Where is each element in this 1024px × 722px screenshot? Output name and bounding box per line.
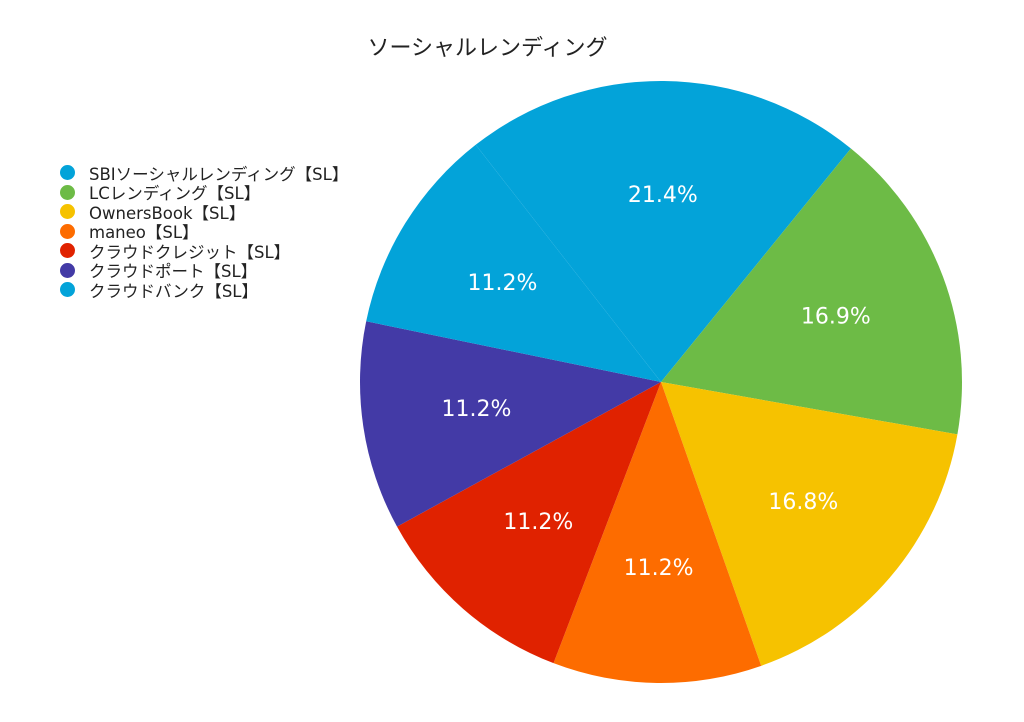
legend-item: クラウドクレジット【SL】 bbox=[60, 241, 348, 262]
slice-value-label: 11.2% bbox=[503, 510, 573, 535]
legend-label: LCレンディング【SL】 bbox=[89, 184, 261, 204]
legend-swatch bbox=[60, 282, 75, 298]
pie-slice bbox=[366, 144, 661, 382]
legend-swatch bbox=[60, 243, 75, 259]
legend-swatch bbox=[60, 223, 75, 239]
slice-value-label: 16.8% bbox=[768, 490, 838, 515]
pie-slice bbox=[475, 81, 851, 382]
slice-value-label: 21.4% bbox=[628, 183, 698, 208]
pie-slice bbox=[553, 382, 762, 683]
slice-value-label: 11.2% bbox=[624, 556, 694, 581]
legend-swatch bbox=[60, 184, 75, 200]
legend-label: SBIソーシャルレンディング【SL】 bbox=[89, 164, 349, 184]
pie-slice bbox=[661, 382, 958, 666]
legend-label: クラウドバンク【SL】 bbox=[89, 281, 258, 301]
chart-title: ソーシャルレンディング bbox=[367, 36, 608, 61]
legend-item: OwnersBook【SL】 bbox=[60, 202, 348, 223]
slice-value-label: 11.2% bbox=[442, 397, 512, 422]
slice-value-label: 16.9% bbox=[801, 304, 871, 329]
legend: SBIソーシャルレンディング【SL】 LCレンディング【SL】 OwnersBook… bbox=[60, 163, 349, 301]
pie-slice bbox=[661, 148, 962, 435]
legend-item: クラウドバンク【SL】 bbox=[60, 280, 348, 301]
pie-slice bbox=[397, 382, 661, 664]
pie-slice bbox=[359, 321, 661, 527]
legend-swatch bbox=[60, 165, 75, 181]
legend-item: LCレンディング【SL】 bbox=[60, 183, 348, 203]
legend-item: maneo【SL】 bbox=[60, 222, 348, 242]
legend-label: クラウドクレジット【SL】 bbox=[89, 242, 291, 262]
legend-swatch bbox=[60, 204, 75, 220]
legend-item: クラウドポート【SL】 bbox=[60, 261, 348, 281]
legend-item: SBIソーシャルレンディング【SL】 bbox=[60, 163, 349, 184]
legend-swatch bbox=[60, 262, 75, 278]
legend-label: maneo【SL】 bbox=[89, 223, 199, 243]
legend-label: OwnersBook【SL】 bbox=[89, 203, 246, 223]
slice-value-label: 11.2% bbox=[467, 271, 537, 296]
legend-label: クラウドポート【SL】 bbox=[89, 262, 258, 282]
